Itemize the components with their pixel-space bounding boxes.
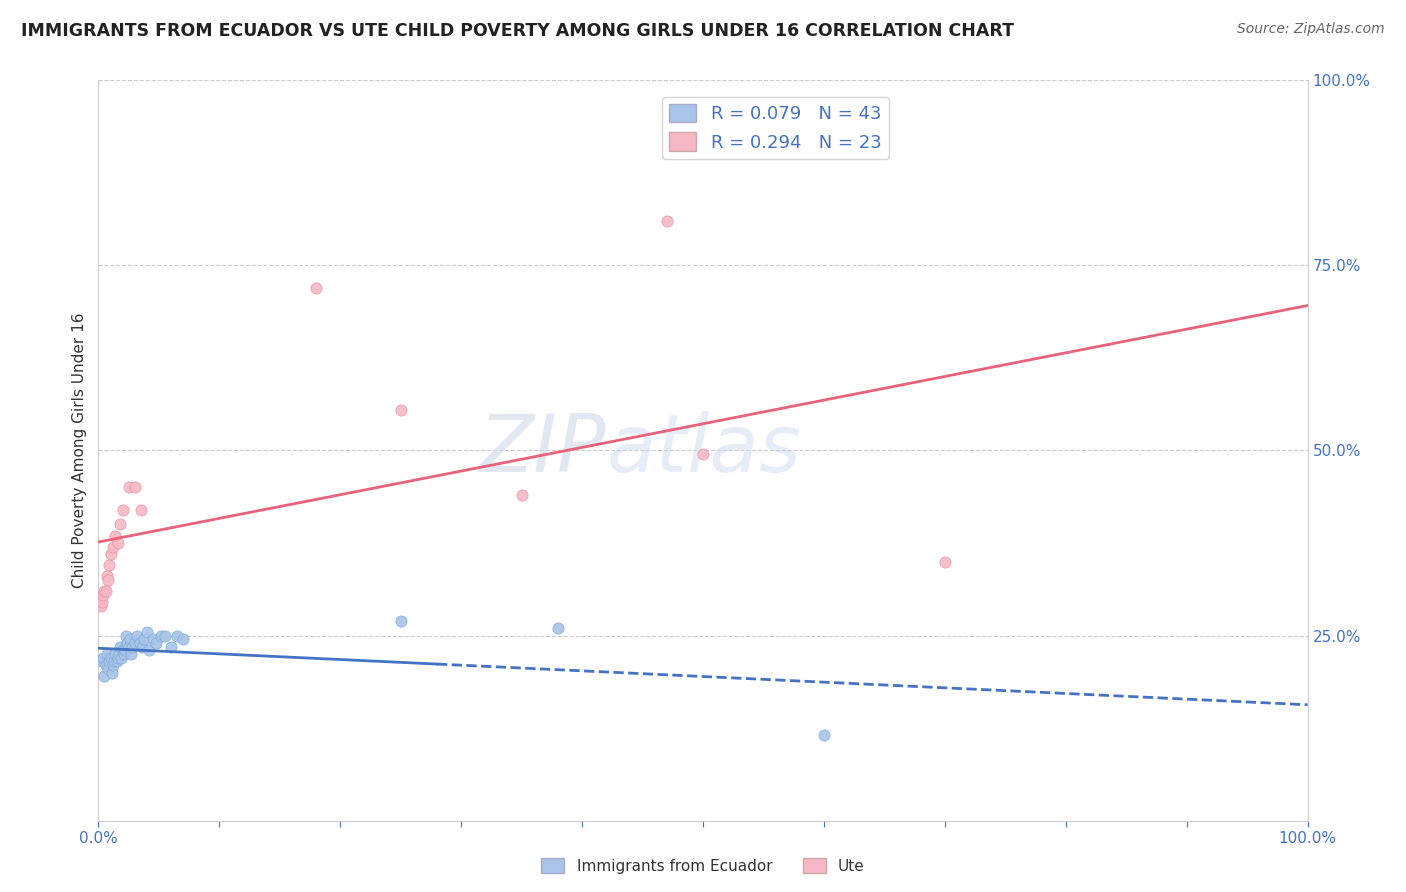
Point bbox=[100, 665, 122, 680]
Point bbox=[93, 584, 115, 599]
Point bbox=[96, 569, 118, 583]
Legend: R = 0.079   N = 43, R = 0.294   N = 23: R = 0.079 N = 43, R = 0.294 N = 23 bbox=[662, 96, 889, 159]
Point bbox=[91, 595, 114, 609]
Point bbox=[510, 488, 533, 502]
Point bbox=[127, 628, 149, 642]
Point bbox=[103, 655, 125, 669]
Point bbox=[128, 636, 150, 650]
Point bbox=[117, 636, 139, 650]
Point bbox=[94, 584, 117, 599]
Point bbox=[94, 658, 117, 673]
Point bbox=[101, 540, 124, 554]
Point bbox=[111, 643, 134, 657]
Point bbox=[138, 643, 160, 657]
Point bbox=[118, 640, 141, 654]
Point bbox=[305, 280, 328, 294]
Point bbox=[145, 636, 167, 650]
Point bbox=[100, 547, 122, 561]
Point bbox=[153, 628, 176, 642]
Point bbox=[91, 650, 114, 665]
Point bbox=[97, 573, 120, 587]
Point bbox=[108, 517, 131, 532]
Point bbox=[98, 558, 121, 573]
Point bbox=[160, 640, 183, 654]
Point bbox=[131, 640, 153, 654]
Point bbox=[108, 640, 131, 654]
Point bbox=[120, 647, 142, 661]
Point bbox=[655, 214, 678, 228]
Point bbox=[112, 647, 135, 661]
Point bbox=[93, 669, 115, 683]
Point bbox=[111, 502, 134, 516]
Point bbox=[150, 628, 173, 642]
Point bbox=[107, 536, 129, 550]
Text: Source: ZipAtlas.com: Source: ZipAtlas.com bbox=[1237, 22, 1385, 37]
Point bbox=[110, 650, 132, 665]
Point bbox=[98, 655, 121, 669]
Point bbox=[166, 628, 188, 642]
Point bbox=[96, 647, 118, 661]
Point bbox=[124, 636, 146, 650]
Point bbox=[91, 655, 114, 669]
Point bbox=[121, 640, 143, 654]
Point bbox=[105, 655, 128, 669]
Point bbox=[108, 647, 131, 661]
Point bbox=[97, 662, 120, 676]
Point bbox=[115, 628, 138, 642]
Point bbox=[100, 650, 122, 665]
Point bbox=[934, 555, 956, 569]
Point bbox=[124, 480, 146, 494]
Y-axis label: Child Poverty Among Girls Under 16: Child Poverty Among Girls Under 16 bbox=[72, 313, 87, 588]
Point bbox=[90, 599, 112, 613]
Point bbox=[547, 621, 569, 635]
Text: IMMIGRANTS FROM ECUADOR VS UTE CHILD POVERTY AMONG GIRLS UNDER 16 CORRELATION CH: IMMIGRANTS FROM ECUADOR VS UTE CHILD POV… bbox=[21, 22, 1014, 40]
Point bbox=[172, 632, 194, 647]
Point bbox=[114, 643, 136, 657]
Point bbox=[135, 624, 157, 639]
Point bbox=[104, 647, 127, 661]
Point bbox=[129, 502, 152, 516]
Point bbox=[389, 402, 412, 417]
Point bbox=[107, 650, 129, 665]
Point bbox=[101, 658, 124, 673]
Point bbox=[813, 729, 835, 743]
Legend: Immigrants from Ecuador, Ute: Immigrants from Ecuador, Ute bbox=[536, 852, 870, 880]
Point bbox=[389, 614, 412, 628]
Point bbox=[104, 528, 127, 542]
Point bbox=[692, 447, 714, 461]
Point bbox=[118, 632, 141, 647]
Point bbox=[118, 480, 141, 494]
Point bbox=[134, 632, 156, 647]
Text: atlas: atlas bbox=[606, 411, 801, 490]
Text: ZIP: ZIP bbox=[479, 411, 606, 490]
Point bbox=[91, 588, 114, 602]
Point bbox=[142, 632, 165, 647]
